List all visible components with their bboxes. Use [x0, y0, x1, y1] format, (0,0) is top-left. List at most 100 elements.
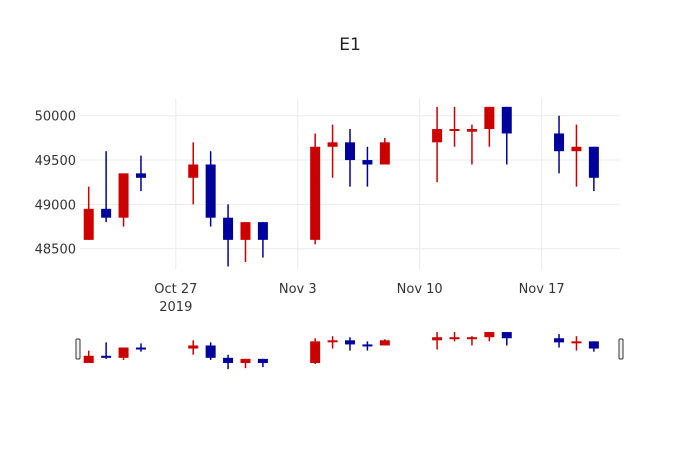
slider-candle	[571, 336, 582, 351]
slider-candle-body	[327, 340, 338, 343]
slider-candle-body	[432, 337, 443, 341]
slider-candle-body	[188, 345, 199, 349]
candle	[135, 155, 146, 192]
candle-body	[449, 129, 460, 132]
x-axis-ticks: Oct 27 2019 Nov 3 Nov 10 Nov 17	[154, 282, 564, 315]
candle	[83, 186, 94, 240]
x-tick-label: Nov 10	[397, 282, 443, 297]
candle-body	[432, 129, 443, 143]
y-axis-ticks: 48500 49000 49500 50000	[35, 110, 76, 258]
candle-body	[466, 129, 477, 132]
x-tick-label: Nov 3	[279, 282, 317, 297]
slider-candle	[345, 337, 355, 351]
candle-body	[83, 208, 94, 240]
candle	[501, 106, 512, 165]
candle	[466, 124, 477, 165]
slider-candle	[223, 354, 234, 370]
slider-candle-body	[101, 355, 112, 358]
x-tick-label: Nov 17	[519, 282, 565, 297]
slider-candle	[466, 336, 477, 346]
range-slider[interactable]	[75, 332, 624, 370]
slider-candle-body	[449, 337, 460, 340]
candle-body	[118, 173, 129, 218]
candle-series	[83, 106, 599, 267]
candle-body	[310, 146, 321, 240]
slider-candle-body	[501, 332, 512, 339]
slider-candle-body	[554, 338, 565, 343]
slider-candle	[484, 332, 495, 342]
slider-candle-body	[118, 347, 129, 358]
candle	[588, 146, 599, 192]
slider-candle	[188, 340, 199, 355]
slider-candle	[257, 358, 268, 368]
slider-candle-body	[362, 344, 373, 347]
slider-candle	[240, 358, 251, 369]
candle-body	[501, 106, 512, 134]
slider-candle	[83, 350, 94, 363]
slider-candle-body	[257, 358, 268, 363]
candle	[571, 124, 582, 187]
slider-candle-body	[588, 341, 599, 349]
candle	[554, 115, 565, 174]
candle-body	[240, 222, 251, 240]
candle-body	[223, 217, 234, 240]
slider-candle	[432, 332, 443, 350]
slider-candle-body	[466, 337, 477, 340]
candle	[240, 222, 251, 263]
candle-body	[345, 142, 355, 161]
slider-candle-body	[135, 347, 146, 350]
slider-candle-body	[379, 340, 390, 346]
slider-candle-body	[345, 340, 355, 345]
candle	[310, 133, 321, 245]
candle	[432, 106, 443, 183]
candle-body	[484, 106, 495, 130]
candle-body	[379, 142, 390, 165]
candle-body	[101, 208, 112, 218]
candle	[118, 173, 129, 227]
x-tick-sublabel: 2019	[159, 300, 192, 315]
candle-body	[257, 222, 268, 240]
slider-candle	[205, 342, 216, 360]
candle	[257, 222, 268, 258]
candle	[449, 106, 460, 147]
slider-candle	[554, 334, 565, 348]
y-tick-label: 50000	[35, 110, 76, 125]
candle	[484, 106, 495, 147]
candle-body	[188, 164, 199, 178]
candle-body	[135, 173, 146, 178]
slider-candle	[449, 332, 460, 342]
chart-title: E1	[339, 35, 361, 55]
slider-candle	[118, 347, 129, 360]
slider-candle	[310, 338, 321, 365]
slider-candle	[327, 336, 338, 349]
candle-body	[362, 160, 373, 165]
candle	[223, 204, 234, 267]
candle-body	[554, 133, 565, 152]
x-tick-label: Oct 27	[154, 282, 197, 297]
candle	[188, 142, 199, 205]
candle-body	[571, 146, 582, 152]
candle	[345, 129, 355, 187]
slider-candle-body	[484, 332, 495, 338]
range-slider-right-handle[interactable]	[618, 338, 624, 360]
candle	[379, 137, 390, 165]
range-slider-left-handle[interactable]	[75, 338, 81, 360]
candle	[101, 151, 112, 223]
y-tick-label: 49500	[35, 154, 76, 169]
slider-candle-body	[240, 358, 251, 363]
slider-candle	[501, 332, 512, 346]
candle-body	[205, 164, 216, 218]
candle	[205, 151, 216, 227]
candle	[327, 124, 338, 178]
y-tick-label: 49000	[35, 198, 76, 213]
candle-body	[588, 146, 599, 178]
slider-candle	[101, 342, 112, 359]
slider-candle	[362, 341, 373, 351]
candle	[362, 146, 373, 187]
candle-body	[327, 142, 338, 147]
slider-candle-body	[571, 341, 582, 344]
slider-candle-body	[223, 357, 234, 363]
slider-candle-body	[310, 341, 321, 363]
